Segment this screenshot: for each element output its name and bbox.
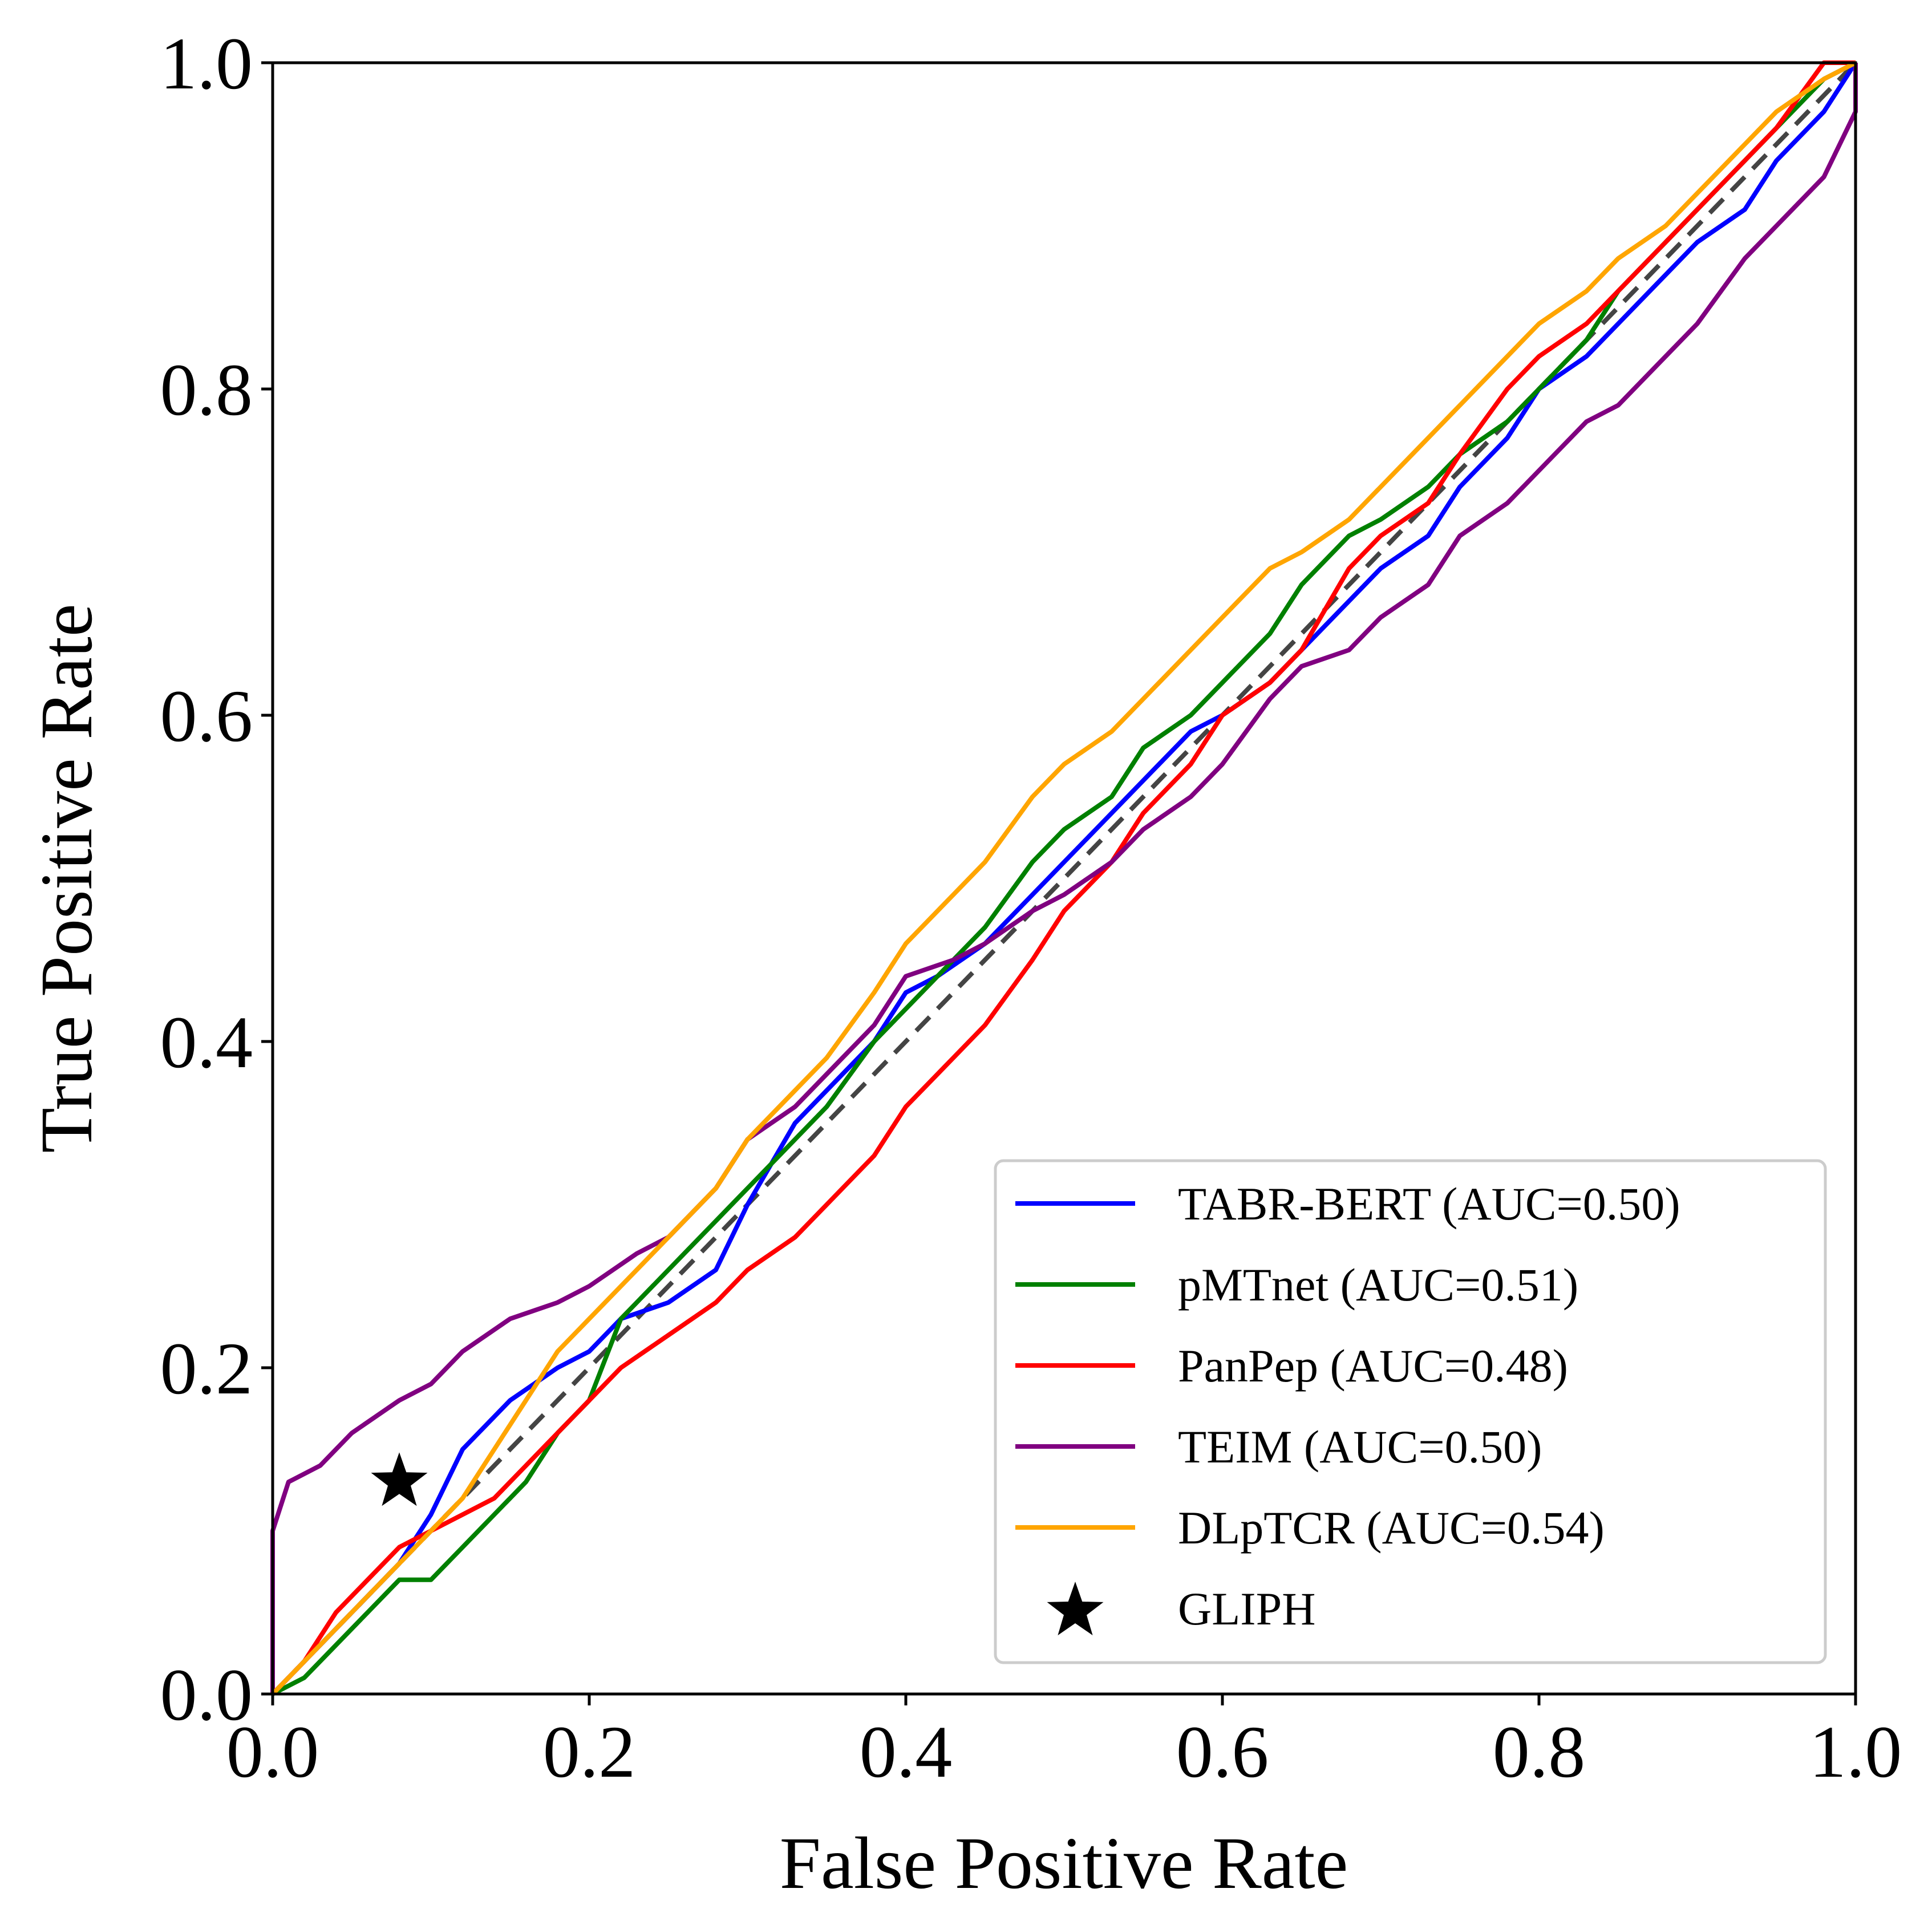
gliph-star-marker (371, 1452, 428, 1506)
x-axis-label: False Positive Rate (780, 1822, 1348, 1904)
legend: TABR-BERT (AUC=0.50) pMTnet (AUC=0.51) Pan… (994, 1159, 1827, 1664)
x-tick-label: 0.0 (226, 1711, 319, 1793)
marker-layer (371, 1452, 428, 1506)
x-tick-label: 0.6 (1176, 1711, 1269, 1793)
series-line-4 (271, 60, 1857, 1696)
series-layer (270, 60, 1858, 1696)
y-tick-label: 0.6 (160, 675, 253, 757)
y-tick-label: 0.4 (160, 1002, 253, 1084)
y-tick-label: 0.2 (160, 1328, 253, 1410)
legend-label: PanPep (AUC=0.48) (1178, 1340, 1568, 1392)
x-tick-label: 0.4 (860, 1711, 953, 1793)
legend-star-swatch (1047, 1582, 1104, 1636)
legend-box (994, 1159, 1827, 1664)
y-axis-label: True Positive Rate (26, 603, 108, 1153)
series-line-1 (272, 60, 1857, 1696)
y-tick-label: 0.0 (160, 1654, 253, 1736)
legend-label: TABR-BERT (AUC=0.50) (1178, 1178, 1680, 1230)
legend-label: TEIM (AUC=0.50) (1178, 1421, 1542, 1473)
legend-label: GLIPH (1178, 1583, 1315, 1635)
x-tick-label: 1.0 (1809, 1711, 1902, 1793)
series-line-2 (271, 60, 1856, 1696)
y-tick-label: 1.0 (160, 23, 253, 105)
x-tick-label: 0.2 (543, 1711, 636, 1793)
legend-label: DLpTCR (AUC=0.54) (1178, 1502, 1605, 1554)
plot-frame (271, 61, 1857, 1696)
legend-label: pMTnet (AUC=0.51) (1178, 1259, 1578, 1311)
x-axis-ticks: 0.0 0.2 0.4 0.6 0.8 1.0 (226, 1694, 1902, 1793)
y-axis-ticks: 0.0 0.2 0.4 0.6 0.8 1.0 (160, 23, 273, 1736)
y-tick-label: 0.8 (160, 349, 253, 431)
series-line-3 (270, 63, 1858, 1694)
x-tick-label: 0.8 (1493, 1711, 1586, 1793)
